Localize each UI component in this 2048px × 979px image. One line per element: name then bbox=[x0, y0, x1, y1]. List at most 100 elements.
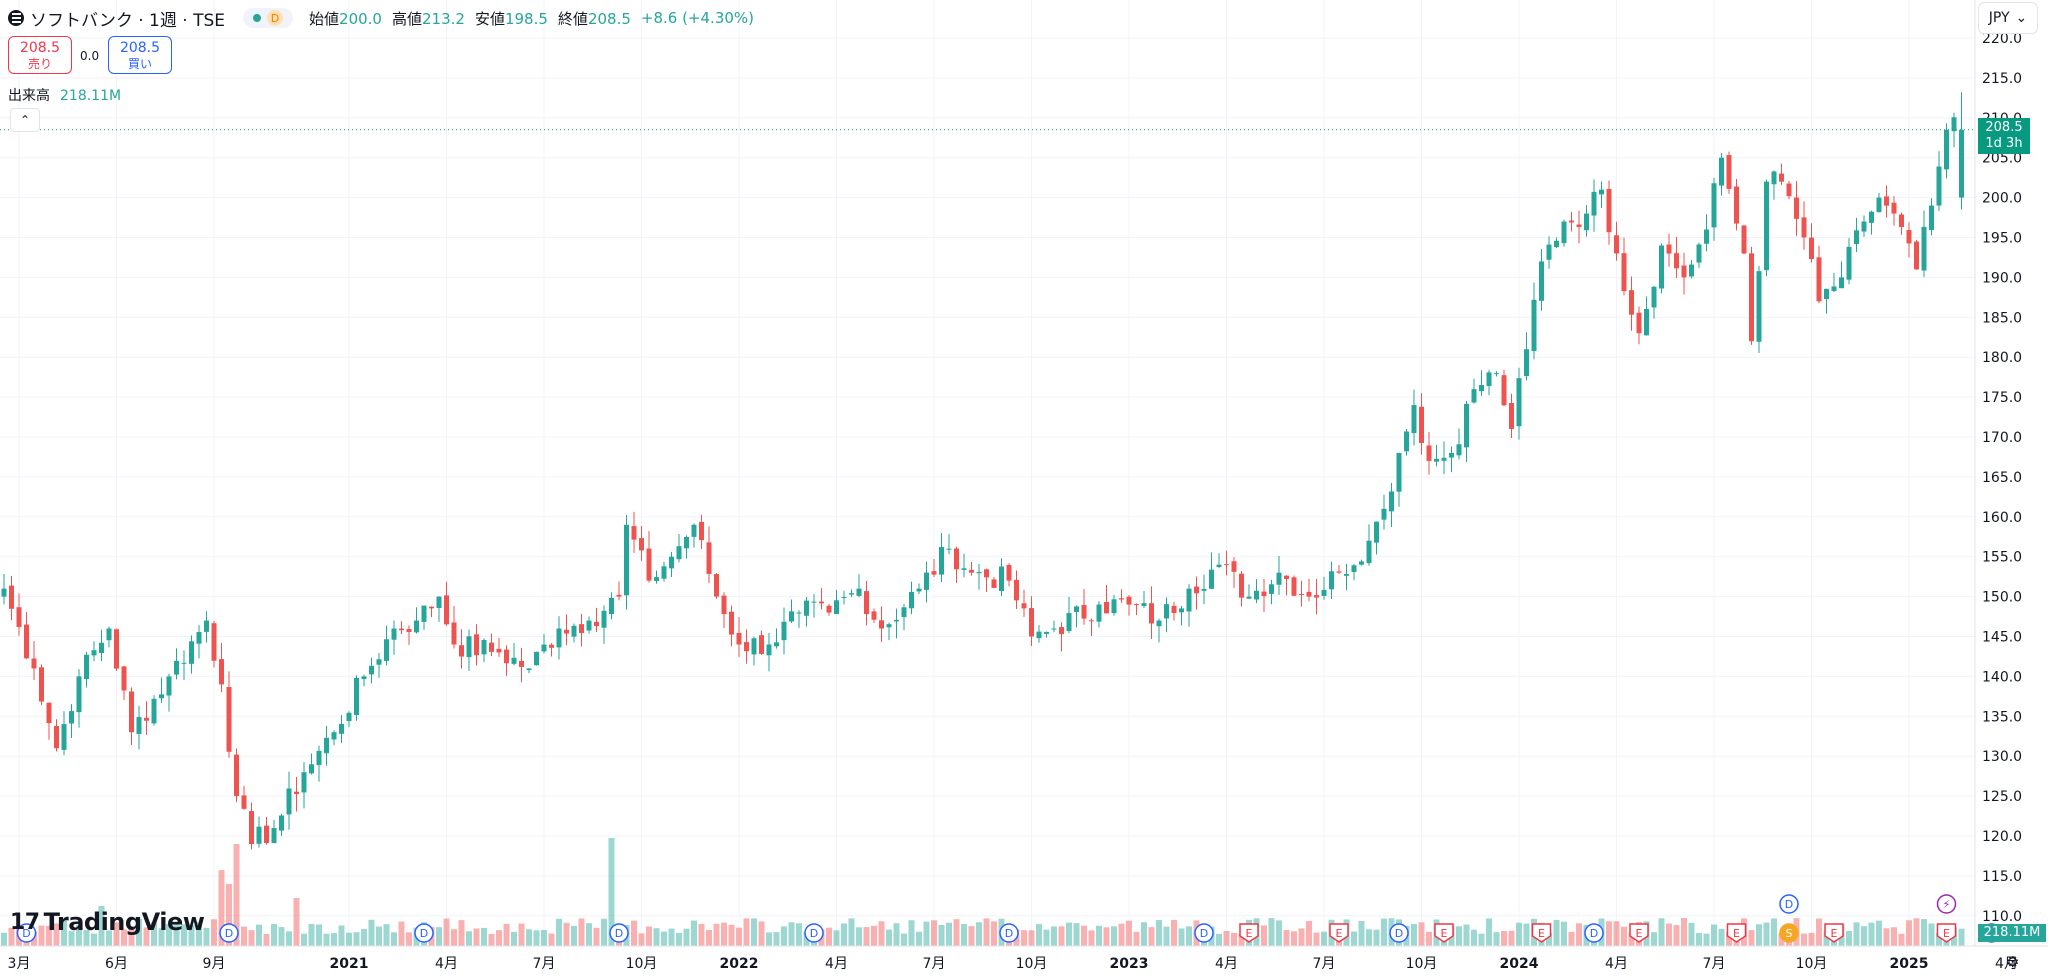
candle-body bbox=[691, 524, 697, 537]
volume-bar bbox=[586, 923, 592, 946]
volume-bar bbox=[158, 928, 165, 946]
candle-body bbox=[1809, 237, 1814, 260]
candle-body bbox=[159, 694, 164, 699]
split-marker[interactable]: S bbox=[1779, 923, 1799, 943]
earnings-marker[interactable]: E bbox=[1329, 923, 1349, 943]
candle-body bbox=[1269, 584, 1274, 594]
news-marker[interactable]: ⚡ bbox=[1936, 894, 1957, 914]
dividend-marker[interactable]: D bbox=[609, 923, 629, 943]
last-price-tag: 208.5 1d 3h bbox=[1978, 118, 2030, 154]
settings-gear-icon[interactable]: ⚙ bbox=[2006, 953, 2020, 971]
ohlc-low: 安値198.5 bbox=[475, 8, 548, 29]
volume-bar bbox=[436, 927, 442, 946]
dividend-marker[interactable]: D bbox=[16, 923, 37, 943]
candle-body bbox=[1261, 591, 1267, 597]
candle-body bbox=[1689, 264, 1694, 277]
candle-body bbox=[1081, 605, 1087, 619]
earnings-marker[interactable]: E bbox=[1726, 923, 1747, 943]
dividend-marker[interactable]: D bbox=[1779, 894, 1799, 914]
candle-body bbox=[1561, 221, 1567, 244]
earnings-marker[interactable]: E bbox=[1824, 923, 1844, 943]
candle-body bbox=[1666, 244, 1672, 254]
volume-bar bbox=[1681, 918, 1687, 946]
svg-text:E: E bbox=[1336, 927, 1343, 940]
candle-body bbox=[1224, 564, 1229, 566]
candle-body bbox=[661, 566, 667, 579]
candle-body bbox=[1134, 603, 1139, 605]
volume-bar bbox=[1748, 930, 1755, 946]
volume-bar bbox=[1373, 929, 1380, 946]
volume-bar bbox=[1426, 931, 1432, 946]
candle-body bbox=[916, 588, 922, 592]
volume-bar bbox=[1306, 921, 1312, 946]
market-status[interactable]: D bbox=[243, 8, 294, 28]
volume-bar bbox=[1231, 932, 1237, 946]
volume-legend[interactable]: 出来高 218.11M bbox=[8, 85, 121, 105]
buy-button[interactable]: 208.5 買い bbox=[108, 36, 172, 74]
candle-body bbox=[849, 593, 854, 595]
candle-body bbox=[1576, 224, 1582, 228]
candle-body bbox=[1854, 230, 1859, 245]
candle-body bbox=[736, 632, 742, 645]
candle-body bbox=[481, 639, 487, 655]
candle-body bbox=[744, 642, 749, 652]
volume-bar bbox=[1703, 933, 1710, 946]
time-tick-label: 7月 bbox=[533, 956, 556, 972]
volume-bar bbox=[1628, 932, 1635, 946]
collapse-legend-button[interactable]: ⌃ bbox=[10, 108, 40, 132]
volume-bar bbox=[1763, 922, 1770, 946]
candle-body bbox=[841, 597, 847, 599]
volume-bar bbox=[901, 933, 907, 946]
tradingview-logo[interactable]: 17 TradingView bbox=[10, 908, 205, 936]
time-tick-label: 7月 bbox=[923, 956, 946, 972]
time-tick-label: 2023 bbox=[1110, 956, 1149, 972]
candle-body bbox=[1651, 286, 1657, 308]
candle-body bbox=[1336, 571, 1342, 573]
candle-body bbox=[1149, 603, 1154, 624]
volume-bar bbox=[1883, 928, 1890, 946]
dividend-marker[interactable]: D bbox=[1194, 923, 1214, 943]
volume-bar bbox=[1268, 918, 1275, 946]
candle-body bbox=[1479, 385, 1484, 392]
candle-body bbox=[871, 611, 877, 620]
volume-histogram bbox=[1, 838, 1965, 946]
candle-body bbox=[106, 628, 112, 641]
candle-body bbox=[646, 548, 652, 581]
candle-body bbox=[1644, 309, 1649, 336]
earnings-marker[interactable]: E bbox=[1629, 923, 1649, 943]
earnings-marker[interactable]: E bbox=[1936, 923, 1957, 943]
candle-body bbox=[1771, 171, 1777, 185]
candle-body bbox=[864, 591, 869, 615]
symbol-title[interactable]: ソフトバンク · 1週 · TSE bbox=[30, 10, 226, 31]
earnings-marker[interactable]: E bbox=[1239, 923, 1259, 943]
dividend-marker[interactable]: D bbox=[804, 923, 824, 943]
dividend-marker[interactable]: D bbox=[414, 923, 434, 943]
dividend-marker[interactable]: D bbox=[1584, 923, 1604, 943]
dividend-marker[interactable]: D bbox=[999, 923, 1019, 943]
currency-select[interactable]: JPY ⌄ bbox=[1978, 2, 2038, 34]
candle-body bbox=[1869, 211, 1874, 223]
candle-body bbox=[1441, 457, 1447, 461]
volume-bar bbox=[466, 931, 472, 946]
svg-text:D: D bbox=[420, 927, 428, 940]
candle-body bbox=[1501, 375, 1507, 406]
earnings-marker[interactable]: E bbox=[1531, 923, 1552, 943]
volume-bar bbox=[248, 930, 255, 946]
dividend-marker[interactable]: D bbox=[219, 923, 239, 943]
svg-text:E: E bbox=[1441, 927, 1448, 940]
candle-body bbox=[669, 556, 674, 569]
sell-button[interactable]: 208.5 売り bbox=[8, 36, 72, 74]
candle-body bbox=[1569, 220, 1574, 223]
volume-bar bbox=[1553, 919, 1560, 946]
candle-body bbox=[1456, 444, 1462, 456]
candle-body bbox=[1, 588, 7, 597]
candle-body bbox=[684, 536, 689, 549]
volume-bar bbox=[1673, 925, 1680, 946]
candle-body bbox=[1426, 445, 1432, 461]
volume-bar bbox=[113, 922, 120, 946]
volume-bar bbox=[1411, 923, 1417, 946]
earnings-marker[interactable]: E bbox=[1434, 923, 1454, 943]
dividend-marker[interactable]: D bbox=[1389, 923, 1409, 943]
volume-bar bbox=[1163, 926, 1170, 946]
